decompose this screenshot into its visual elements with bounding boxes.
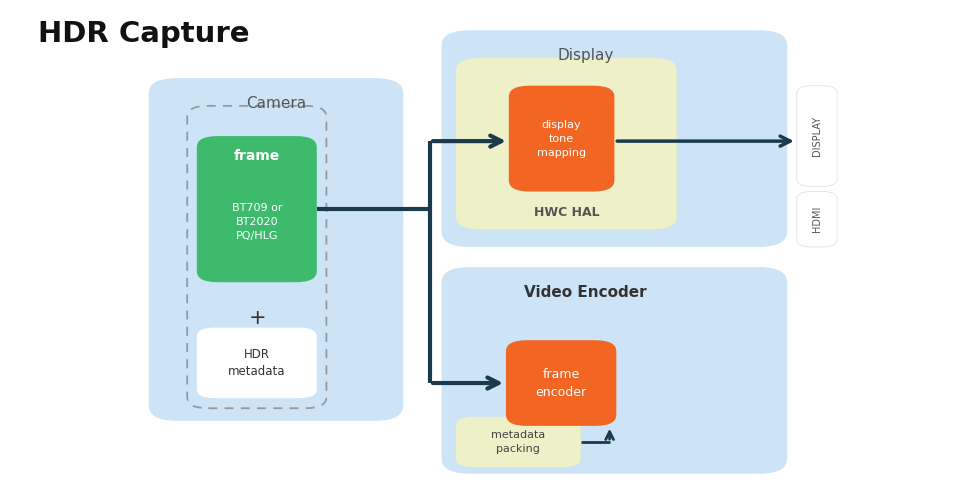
FancyBboxPatch shape — [797, 192, 837, 247]
Text: Display: Display — [558, 48, 613, 63]
FancyBboxPatch shape — [509, 86, 614, 192]
FancyBboxPatch shape — [442, 30, 787, 247]
FancyBboxPatch shape — [442, 267, 787, 474]
Text: BT709 or
BT2020
PQ/HLG: BT709 or BT2020 PQ/HLG — [231, 203, 282, 241]
Text: HWC HAL: HWC HAL — [534, 206, 599, 219]
Text: DISPLAY: DISPLAY — [812, 116, 822, 156]
Text: HDMI: HDMI — [812, 206, 822, 232]
FancyBboxPatch shape — [149, 78, 403, 421]
Text: Camera: Camera — [246, 96, 306, 111]
FancyBboxPatch shape — [197, 328, 317, 398]
Text: HDR Capture: HDR Capture — [38, 20, 250, 48]
FancyBboxPatch shape — [197, 136, 317, 282]
FancyBboxPatch shape — [456, 58, 677, 229]
Text: frame: frame — [233, 149, 280, 163]
Text: frame
encoder: frame encoder — [536, 367, 587, 399]
Text: Video Encoder: Video Encoder — [524, 285, 647, 300]
Text: HDR
metadata: HDR metadata — [228, 348, 285, 378]
FancyBboxPatch shape — [797, 86, 837, 186]
Text: metadata
packing: metadata packing — [492, 430, 545, 454]
FancyBboxPatch shape — [456, 417, 581, 467]
Text: display
tone
mapping: display tone mapping — [537, 119, 587, 158]
Text: +: + — [249, 307, 266, 328]
FancyBboxPatch shape — [506, 340, 616, 426]
